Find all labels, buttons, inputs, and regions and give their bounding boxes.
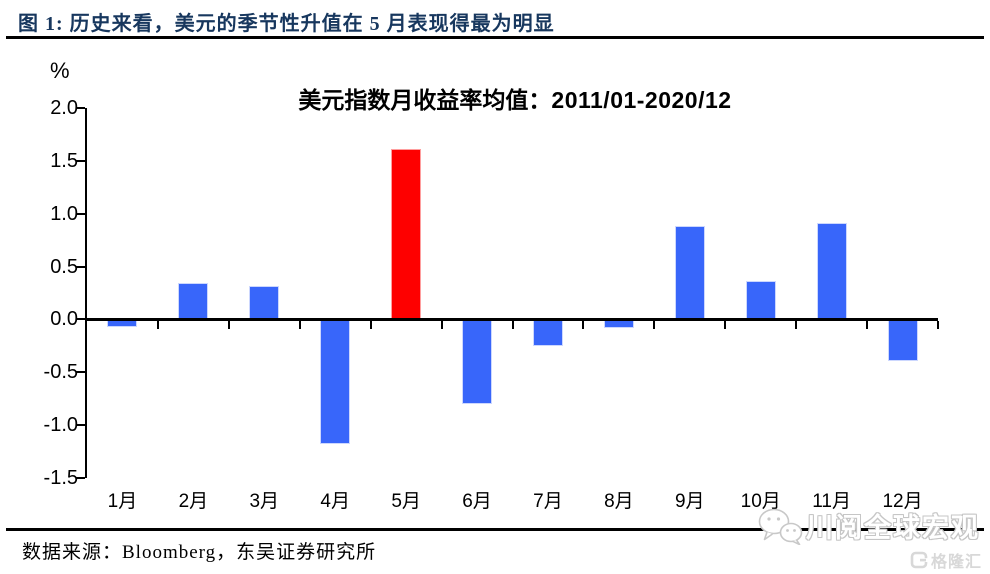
x-label-9月: 9月 <box>674 491 705 512</box>
x-axis-line <box>85 317 938 321</box>
x-tick-5 <box>440 320 443 329</box>
y-tick-1.0 <box>76 212 85 215</box>
x-tick-9 <box>724 320 727 329</box>
x-tick-3 <box>298 320 301 329</box>
wechat-icon <box>758 508 803 545</box>
x-tick-6 <box>511 320 514 329</box>
x-label-5月: 5月 <box>391 491 421 512</box>
y-tick--1.0 <box>76 424 85 427</box>
y-tick-label-1.5: 1.5 <box>50 149 78 172</box>
source-note: 数据来源：Bloomberg，东吴证券研究所 <box>22 542 377 563</box>
bottom-divider <box>6 528 984 531</box>
x-label-4月: 4月 <box>320 491 350 512</box>
y-tick-0.5 <box>76 265 85 268</box>
x-tick-7 <box>582 320 585 329</box>
x-label-6月: 6月 <box>462 491 492 512</box>
gelonghui-icon <box>910 551 928 569</box>
bar-2月 <box>178 283 209 320</box>
bar-12月 <box>887 319 918 361</box>
x-label-3月: 3月 <box>249 491 280 512</box>
x-tick-11 <box>866 320 869 329</box>
bar-3月 <box>249 285 280 320</box>
y-tick-0.0 <box>76 318 85 321</box>
y-tick--1.5 <box>76 477 85 479</box>
chart-title: 美元指数月收益率均值：2011/01-2020/12 <box>90 81 940 115</box>
top-divider <box>6 36 984 39</box>
watermark-text: 川阅全球宏观 <box>806 513 980 543</box>
y-axis-line <box>85 108 87 478</box>
x-label-10月: 10月 <box>740 491 781 512</box>
y-axis-unit-label: % <box>50 58 70 83</box>
x-label-1月: 1月 <box>107 491 138 512</box>
bar-7月 <box>532 319 563 346</box>
x-tick-2 <box>227 320 230 329</box>
gelonghui-logo: 格隆汇 <box>910 548 982 572</box>
bar-9月 <box>674 226 705 320</box>
y-tick-label-0.5: 0.5 <box>50 255 78 278</box>
y-tick-label-0.0: 0.0 <box>50 308 78 331</box>
bar-4月 <box>320 319 351 445</box>
watermark: 川阅全球宏观 <box>757 506 980 545</box>
y-tick-label-2.0: 2.0 <box>50 97 78 119</box>
bar-10月 <box>745 281 776 320</box>
x-tick-10 <box>795 320 798 329</box>
y-tick-label--1.5: -1.5 <box>43 467 78 489</box>
chart-title-text: 美元指数月收益率均值： <box>298 87 552 113</box>
bar-5月 <box>391 149 422 320</box>
y-tick-label--1.0: -1.0 <box>43 414 78 437</box>
bar-11月 <box>816 223 847 320</box>
y-tick-label--0.5: -0.5 <box>43 361 78 384</box>
y-tick--0.5 <box>76 371 85 374</box>
chart-title-date-range: 2011/01-2020/12 <box>551 87 732 113</box>
x-label-8月: 8月 <box>604 491 634 512</box>
x-tick-12 <box>937 320 939 329</box>
x-label-11月: 11月 <box>812 491 851 512</box>
x-label-12月: 12月 <box>882 491 923 512</box>
x-label-7月: 7月 <box>533 491 563 512</box>
figure-caption: 图 1: 历史来看，美元的季节性升值在 5 月表现得最为明显 <box>18 13 555 35</box>
x-label-2月: 2月 <box>178 491 209 512</box>
bar-6月 <box>462 319 493 404</box>
x-tick-8 <box>653 320 656 329</box>
y-tick-label-1.0: 1.0 <box>50 202 78 225</box>
x-tick-4 <box>369 320 372 329</box>
y-tick-1.5 <box>76 159 85 162</box>
x-tick-1 <box>156 320 159 329</box>
y-tick-2.0 <box>76 107 85 109</box>
gelonghui-text: 格隆汇 <box>930 554 982 571</box>
